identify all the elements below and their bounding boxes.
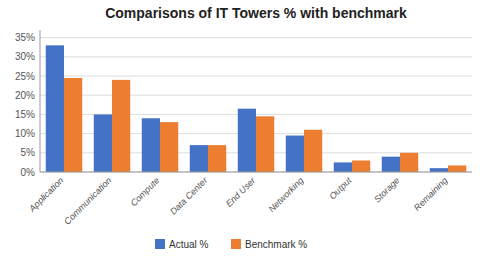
bar — [190, 145, 208, 172]
grid-line — [40, 37, 472, 38]
y-tick-label: 15% — [15, 109, 35, 120]
y-tick-label: 0% — [21, 167, 36, 178]
x-tick-label: Data Center — [168, 175, 210, 217]
x-tick-label: Compute — [129, 175, 162, 208]
bar — [334, 162, 352, 172]
y-axis: 0% 5% 10% 15% 20% 25% 30% 35% — [15, 32, 472, 177]
x-tick-label: Output — [327, 175, 354, 202]
grid-line — [40, 56, 472, 57]
bar — [382, 157, 400, 172]
x-tick-label: Storage — [372, 175, 401, 204]
bars — [46, 45, 466, 172]
x-tick-label: Networking — [267, 175, 306, 214]
x-tick-label: Remaining — [412, 175, 449, 212]
grid-line — [40, 76, 472, 77]
y-axis-line — [40, 30, 41, 172]
grid-line — [40, 172, 472, 173]
x-tick-label: Communication — [62, 175, 113, 226]
bar — [94, 114, 112, 172]
bar — [112, 80, 130, 172]
bar — [46, 45, 64, 172]
y-tick-label: 30% — [15, 51, 35, 62]
x-tick-label: Application — [27, 175, 66, 214]
bar — [352, 160, 370, 172]
bar — [256, 116, 274, 172]
bar — [430, 168, 448, 172]
legend: Actual % Benchmark % — [155, 239, 307, 250]
bar — [208, 145, 226, 172]
bar — [160, 122, 178, 172]
x-tick-label: End User — [224, 175, 258, 209]
x-axis-line — [40, 172, 472, 173]
y-tick-label: 25% — [15, 71, 35, 82]
bar — [64, 78, 82, 172]
legend-label: Benchmark % — [245, 239, 307, 250]
bar — [142, 118, 160, 172]
bar — [286, 136, 304, 172]
y-tick-label: 35% — [15, 32, 35, 43]
legend-label: Actual % — [169, 239, 209, 250]
title: Comparisons of IT Towers % with benchmar… — [105, 5, 407, 21]
y-tick-label: 20% — [15, 90, 35, 101]
y-tick-label: 10% — [15, 128, 35, 139]
bar — [304, 130, 322, 172]
legend-swatch — [155, 239, 165, 249]
y-tick-label: 5% — [21, 147, 36, 158]
bar — [238, 109, 256, 172]
bar — [400, 153, 418, 172]
grid-line — [40, 95, 472, 96]
chart: Comparisons of IT Towers % with benchmar… — [0, 0, 480, 257]
bar — [448, 165, 466, 172]
legend-swatch — [231, 239, 241, 249]
